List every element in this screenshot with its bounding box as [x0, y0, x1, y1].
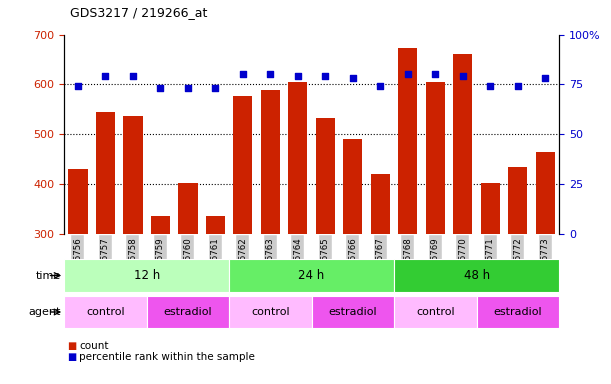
Bar	[398, 48, 417, 234]
Bar	[481, 183, 500, 234]
Text: count: count	[79, 341, 109, 351]
Point	[100, 73, 111, 79]
Point	[238, 71, 248, 78]
Text: ■: ■	[67, 341, 76, 351]
Bar	[178, 183, 197, 234]
Bar	[426, 82, 445, 234]
Point	[156, 85, 166, 91]
Bar	[394, 259, 559, 292]
Point	[293, 73, 303, 79]
Point	[486, 83, 496, 89]
Point	[513, 83, 523, 89]
Bar	[536, 152, 555, 234]
Bar	[394, 296, 477, 328]
Text: 48 h: 48 h	[464, 269, 489, 282]
Point	[266, 71, 276, 78]
Point	[376, 83, 386, 89]
Point	[541, 75, 551, 81]
Bar	[233, 96, 252, 234]
Text: control: control	[251, 307, 290, 317]
Text: estradiol: estradiol	[164, 307, 212, 317]
Bar	[371, 174, 390, 234]
Text: time: time	[36, 270, 61, 281]
Bar	[312, 296, 394, 328]
Bar	[229, 259, 394, 292]
Bar	[453, 53, 472, 234]
Text: agent: agent	[29, 307, 61, 317]
Bar	[96, 112, 115, 234]
Point	[403, 71, 413, 78]
Text: control: control	[86, 307, 125, 317]
Point	[128, 73, 138, 79]
Text: 12 h: 12 h	[134, 269, 159, 282]
Point	[210, 85, 221, 91]
Text: control: control	[416, 307, 455, 317]
Bar	[64, 296, 147, 328]
Bar	[261, 91, 280, 234]
Text: 24 h: 24 h	[299, 269, 324, 282]
Bar	[64, 259, 229, 292]
Point	[348, 75, 358, 81]
Bar	[477, 296, 559, 328]
Bar	[206, 216, 225, 234]
Bar	[508, 167, 527, 234]
Text: estradiol: estradiol	[494, 307, 542, 317]
Bar	[151, 216, 170, 234]
Point	[73, 83, 83, 89]
Bar	[343, 139, 362, 234]
Bar	[147, 296, 229, 328]
Text: GDS3217 / 219266_at: GDS3217 / 219266_at	[70, 6, 208, 19]
Bar	[288, 82, 307, 234]
Bar	[68, 169, 87, 234]
Point	[321, 73, 331, 79]
Text: estradiol: estradiol	[329, 307, 377, 317]
Point	[458, 73, 468, 79]
Point	[431, 71, 441, 78]
Text: ■: ■	[67, 352, 76, 362]
Bar	[316, 118, 335, 234]
Point	[183, 85, 193, 91]
Text: percentile rank within the sample: percentile rank within the sample	[79, 352, 255, 362]
Bar	[123, 116, 142, 234]
Bar	[229, 296, 312, 328]
